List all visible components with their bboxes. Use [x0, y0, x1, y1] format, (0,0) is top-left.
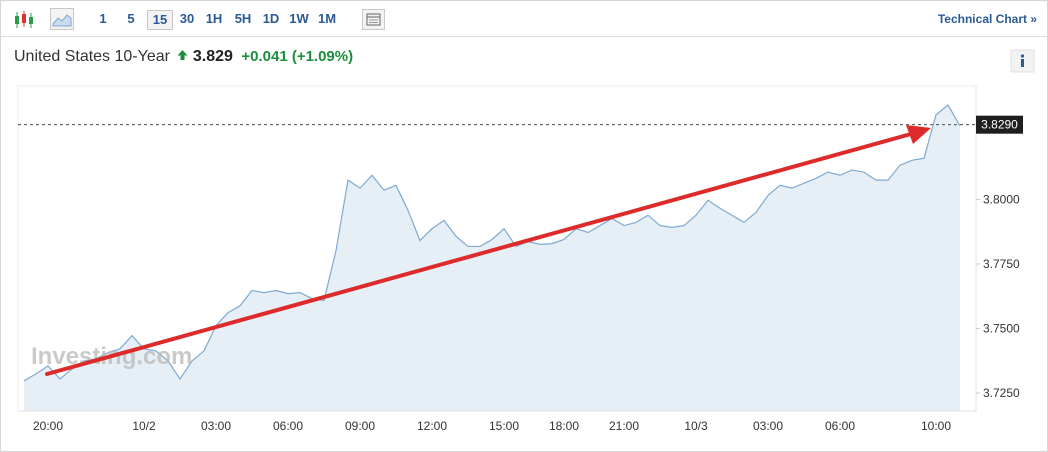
- arrow-head: [906, 125, 931, 144]
- info-button[interactable]: [1010, 49, 1035, 73]
- price: 3.829: [192, 48, 233, 65]
- area-icon[interactable]: [50, 8, 74, 30]
- icon-area: [52, 14, 72, 27]
- x-tick-label: 20:00: [33, 419, 63, 433]
- last-value-box: [976, 115, 1023, 134]
- interval-button[interactable]: 30: [179, 11, 195, 26]
- interval-button[interactable]: 5H: [234, 11, 252, 26]
- area: [24, 105, 960, 411]
- x-tick-label: 09:00: [345, 419, 375, 433]
- interval-button[interactable]: 1D: [262, 11, 280, 26]
- info-stem: [1021, 59, 1024, 67]
- y-tick-label: 3.7750: [983, 257, 1020, 271]
- candle: [15, 16, 19, 24]
- arrow: [177, 50, 188, 60]
- x-tick-label: 18:00: [549, 419, 579, 433]
- interval-button[interactable]: 1H: [205, 11, 223, 26]
- instrument-title: United States 10-Year: [14, 48, 170, 65]
- y-tick-label: 3.7250: [983, 386, 1020, 400]
- interval-button[interactable]: 5: [127, 11, 135, 26]
- x-tick-label: 06:00: [273, 419, 303, 433]
- interval-button[interactable]: 1: [99, 11, 107, 26]
- price-change: +0.041 (+1.09%): [241, 48, 354, 65]
- up-arrow: [177, 50, 188, 60]
- x-tick-label: 15:00: [489, 419, 519, 433]
- icon-table: [366, 13, 381, 26]
- plot: [23, 104, 961, 411]
- candle: [29, 17, 33, 24]
- x-tick-label: 10/3: [684, 419, 708, 433]
- toolbar: 1 5 15 30 1H 5H 1D 1W 1M Technical Chart »: [1, 1, 1047, 37]
- interval-button[interactable]: 1W: [289, 11, 309, 26]
- candle-icon[interactable]: [13, 10, 35, 30]
- y-tick-label: 3.7500: [983, 321, 1020, 335]
- header: United States 10-Year 3.829 +0.041 (+1.0…: [14, 48, 353, 66]
- x-tick-label: 12:00: [417, 419, 447, 433]
- interval-button[interactable]: 15: [147, 10, 173, 30]
- line: [23, 104, 961, 382]
- x-tick-label: 10:00: [921, 419, 951, 433]
- arrow-shaft: [45, 132, 913, 376]
- technical-chart-link[interactable]: Technical Chart »: [937, 12, 1037, 26]
- candle: [22, 14, 26, 23]
- x-tick-label: 10/2: [132, 419, 156, 433]
- x-tick-label: 06:00: [825, 419, 855, 433]
- interval-button[interactable]: 1M: [317, 11, 337, 26]
- trend-arrow: [45, 125, 931, 376]
- x-tick-label: 03:00: [201, 419, 231, 433]
- x-tick-label: 21:00: [609, 419, 639, 433]
- x-tick-label: 03:00: [753, 419, 783, 433]
- y-tick-label: 3.8000: [983, 192, 1020, 206]
- last-value-label: 3.8290: [981, 118, 1018, 132]
- table-icon[interactable]: [362, 9, 385, 30]
- info-dot: [1020, 54, 1025, 58]
